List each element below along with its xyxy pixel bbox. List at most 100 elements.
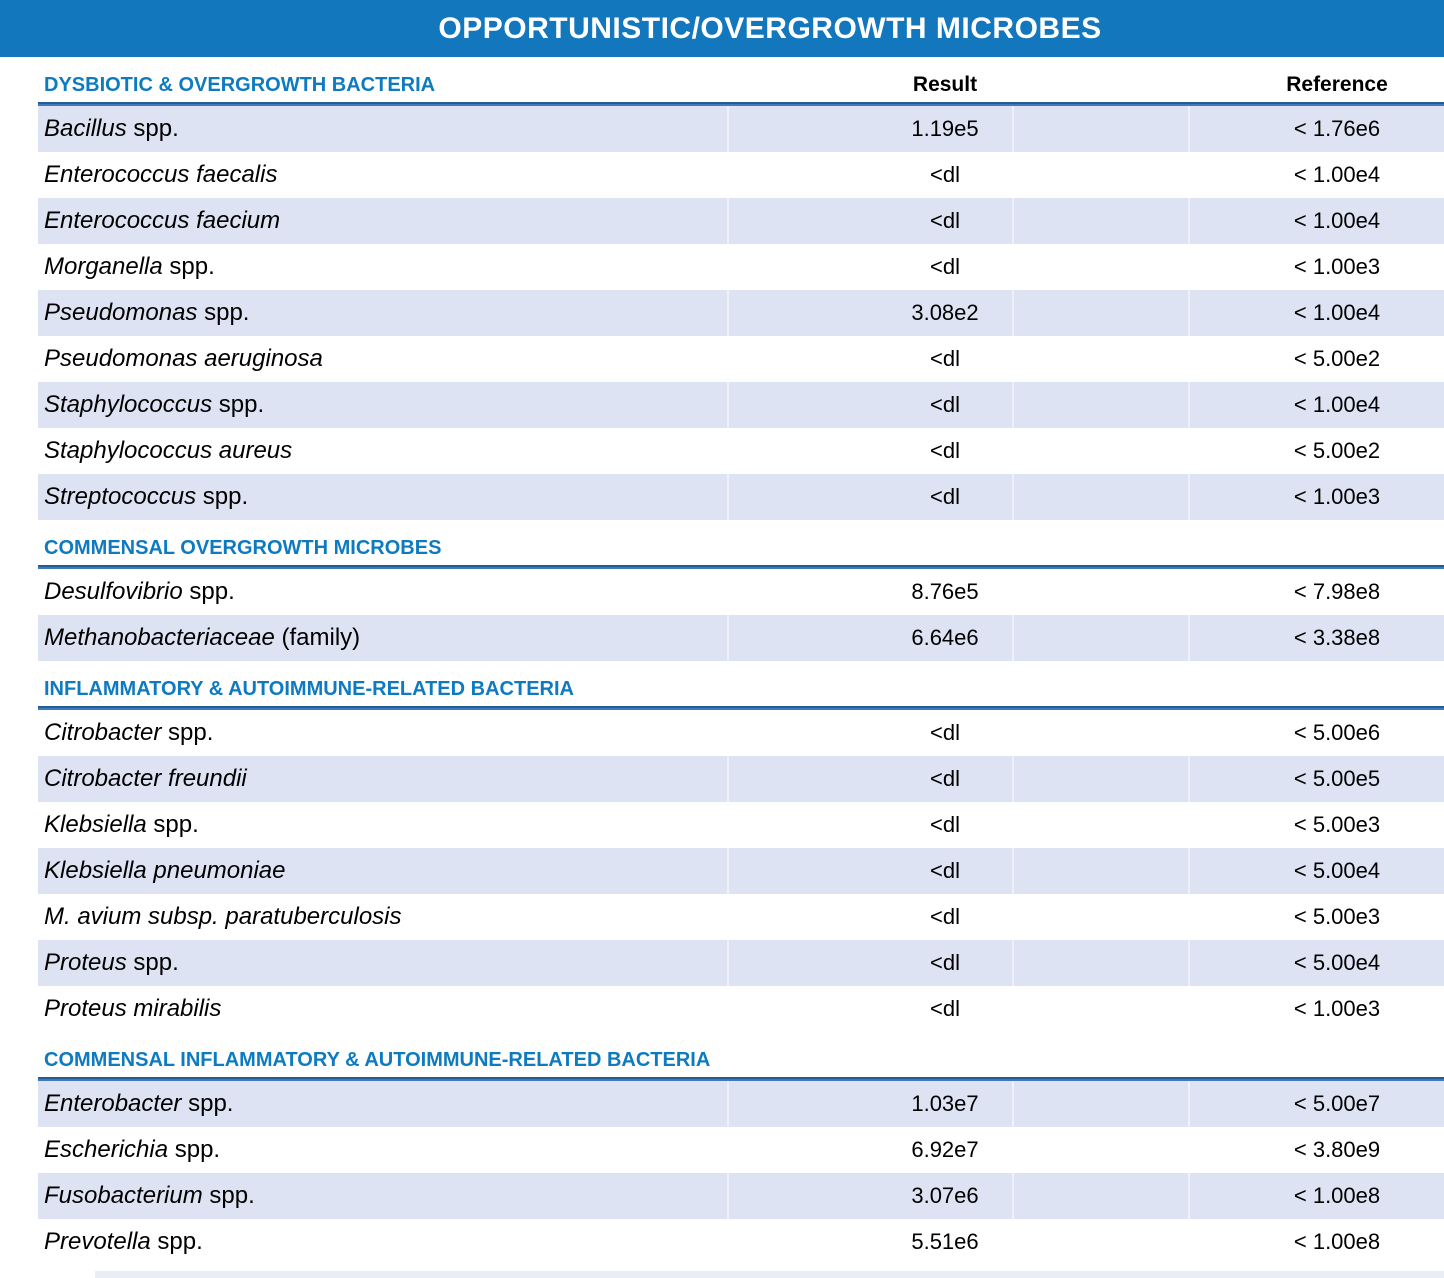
table-row: Proteus spp. <dl < 5.00e4 — [38, 940, 1444, 986]
organism-name: Prevotella spp. — [44, 1228, 203, 1255]
result-value: <dl — [930, 720, 960, 745]
section-header-row: INFLAMMATORY & AUTOIMMUNE-RELATED BACTER… — [38, 661, 1444, 706]
organism-name: Fusobacterium spp. — [44, 1182, 255, 1209]
table-row: Klebsiella spp. <dl < 5.00e3 — [38, 802, 1444, 848]
result-value: 3.07e6 — [911, 1183, 979, 1208]
table-section: INFLAMMATORY & AUTOIMMUNE-RELATED BACTER… — [38, 661, 1444, 1032]
reference-value: < 3.38e8 — [1293, 625, 1381, 650]
section-header-row: COMMENSAL INFLAMMATORY & AUTOIMMUNE-RELA… — [38, 1032, 1444, 1077]
organism-name: Escherichia spp. — [44, 1136, 221, 1163]
result-value: <dl — [930, 812, 960, 837]
reference-value: < 1.00e4 — [1293, 300, 1381, 325]
section-rows: Bacillus spp. 1.19e5 < 1.76e6 Enterococc… — [38, 106, 1444, 520]
reference-value: < 5.00e6 — [1293, 720, 1381, 745]
organism-name: Enterococcus faecalis — [44, 161, 278, 188]
organism-name: Streptococcus spp. — [44, 483, 249, 510]
result-value: 3.08e2 — [911, 300, 979, 325]
organism-name: Proteus mirabilis — [44, 995, 222, 1022]
table-row: M. avium subsp. paratuberculosis <dl < 5… — [38, 894, 1444, 940]
result-value: <dl — [930, 950, 960, 975]
report-header-banner: OPPORTUNISTIC/OVERGROWTH MICROBES — [0, 0, 1444, 57]
table-section: COMMENSAL INFLAMMATORY & AUTOIMMUNE-RELA… — [38, 1032, 1444, 1265]
reference-value: < 5.00e2 — [1293, 346, 1381, 371]
table-row: Streptococcus spp. <dl < 1.00e3 — [38, 474, 1444, 520]
result-value: <dl — [930, 858, 960, 883]
report-title: OPPORTUNISTIC/OVERGROWTH MICROBES — [438, 11, 1102, 45]
table-row: Citrobacter freundii <dl < 5.00e5 — [38, 756, 1444, 802]
organism-name: Pseudomonas aeruginosa — [44, 345, 323, 372]
reference-value: < 5.00e3 — [1293, 904, 1381, 929]
section-divider-rule — [38, 1077, 1444, 1081]
result-value: 1.03e7 — [911, 1091, 979, 1116]
organism-name: Klebsiella spp. — [44, 811, 199, 838]
reference-value: < 1.00e3 — [1293, 996, 1381, 1021]
table-row: Enterococcus faecalis <dl < 1.00e4 — [38, 152, 1444, 198]
organism-name: Klebsiella pneumoniae — [44, 857, 286, 884]
result-value: 5.51e6 — [911, 1229, 979, 1254]
result-value: 1.19e5 — [911, 116, 979, 141]
result-value: <dl — [930, 438, 960, 463]
reference-value: < 1.00e4 — [1293, 208, 1381, 233]
section-rows: Citrobacter spp. <dl < 5.00e6 Citrobacte… — [38, 710, 1444, 1032]
table-row: Prevotella spp. 5.51e6 < 1.00e8 — [38, 1219, 1444, 1265]
bottom-page-band — [95, 1271, 1444, 1278]
organism-name: Desulfovibrio spp. — [44, 578, 235, 605]
section-rows: Desulfovibrio spp. 8.76e5 < 7.98e8 Metha… — [38, 569, 1444, 661]
table-row: Staphylococcus spp. <dl < 1.00e4 — [38, 382, 1444, 428]
reference-value: < 1.00e4 — [1293, 162, 1381, 187]
section-divider-rule — [38, 102, 1444, 106]
result-value: <dl — [930, 162, 960, 187]
table-row: Enterococcus faecium <dl < 1.00e4 — [38, 198, 1444, 244]
microbes-table: DYSBIOTIC & OVERGROWTH BACTERIA Result R… — [38, 57, 1444, 1265]
reference-value: < 5.00e3 — [1293, 812, 1381, 837]
organism-name: Enterococcus faecium — [44, 207, 281, 234]
reference-value: < 1.00e3 — [1293, 254, 1381, 279]
table-section: DYSBIOTIC & OVERGROWTH BACTERIA Result R… — [38, 57, 1444, 520]
reference-value: < 1.00e8 — [1293, 1229, 1381, 1254]
result-value: <dl — [930, 766, 960, 791]
reference-value: < 5.00e4 — [1293, 950, 1381, 975]
organism-name: Proteus spp. — [44, 949, 179, 976]
section-divider-rule — [38, 565, 1444, 569]
result-value: 6.92e7 — [911, 1137, 979, 1162]
organism-name: Morganella spp. — [44, 253, 215, 280]
table-row: Fusobacterium spp. 3.07e6 < 1.00e8 — [38, 1173, 1444, 1219]
table-row: Pseudomonas spp. 3.08e2 < 1.00e4 — [38, 290, 1444, 336]
organism-name: M. avium subsp. paratuberculosis — [44, 903, 402, 930]
organism-name: Staphylococcus spp. — [44, 391, 265, 418]
reference-value: < 3.80e9 — [1293, 1137, 1381, 1162]
organism-name: Bacillus spp. — [44, 115, 179, 142]
section-heading: COMMENSAL INFLAMMATORY & AUTOIMMUNE-RELA… — [44, 1049, 711, 1071]
table-row: Klebsiella pneumoniae <dl < 5.00e4 — [38, 848, 1444, 894]
reference-value: < 5.00e4 — [1293, 858, 1381, 883]
table-row: Escherichia spp. 6.92e7 < 3.80e9 — [38, 1127, 1444, 1173]
result-value: 8.76e5 — [911, 579, 979, 604]
section-divider-rule — [38, 706, 1444, 710]
result-column-header: Result — [912, 73, 978, 96]
reference-value: < 5.00e2 — [1293, 438, 1381, 463]
reference-value: < 1.00e4 — [1293, 392, 1381, 417]
organism-name: Citrobacter spp. — [44, 719, 214, 746]
reference-column-header: Reference — [1286, 73, 1388, 96]
result-value: <dl — [930, 254, 960, 279]
section-heading: INFLAMMATORY & AUTOIMMUNE-RELATED BACTER… — [44, 678, 574, 700]
organism-name: Citrobacter freundii — [44, 765, 247, 792]
table-row: Desulfovibrio spp. 8.76e5 < 7.98e8 — [38, 569, 1444, 615]
table-row: Proteus mirabilis <dl < 1.00e3 — [38, 986, 1444, 1032]
section-rows: Enterobacter spp. 1.03e7 < 5.00e7 Escher… — [38, 1081, 1444, 1265]
table-row: Staphylococcus aureus <dl < 5.00e2 — [38, 428, 1444, 474]
organism-name: Enterobacter spp. — [44, 1090, 234, 1117]
result-value: <dl — [930, 904, 960, 929]
section-header-row: DYSBIOTIC & OVERGROWTH BACTERIA Result R… — [38, 57, 1444, 102]
result-value: <dl — [930, 346, 960, 371]
reference-value: < 1.00e8 — [1293, 1183, 1381, 1208]
reference-value: < 1.76e6 — [1293, 116, 1381, 141]
result-value: <dl — [930, 392, 960, 417]
reference-value: < 7.98e8 — [1293, 579, 1381, 604]
table-row: Enterobacter spp. 1.03e7 < 5.00e7 — [38, 1081, 1444, 1127]
result-value: 6.64e6 — [911, 625, 979, 650]
table-row: Morganella spp. <dl < 1.00e3 — [38, 244, 1444, 290]
section-heading: DYSBIOTIC & OVERGROWTH BACTERIA — [44, 74, 436, 96]
table-row: Bacillus spp. 1.19e5 < 1.76e6 — [38, 106, 1444, 152]
